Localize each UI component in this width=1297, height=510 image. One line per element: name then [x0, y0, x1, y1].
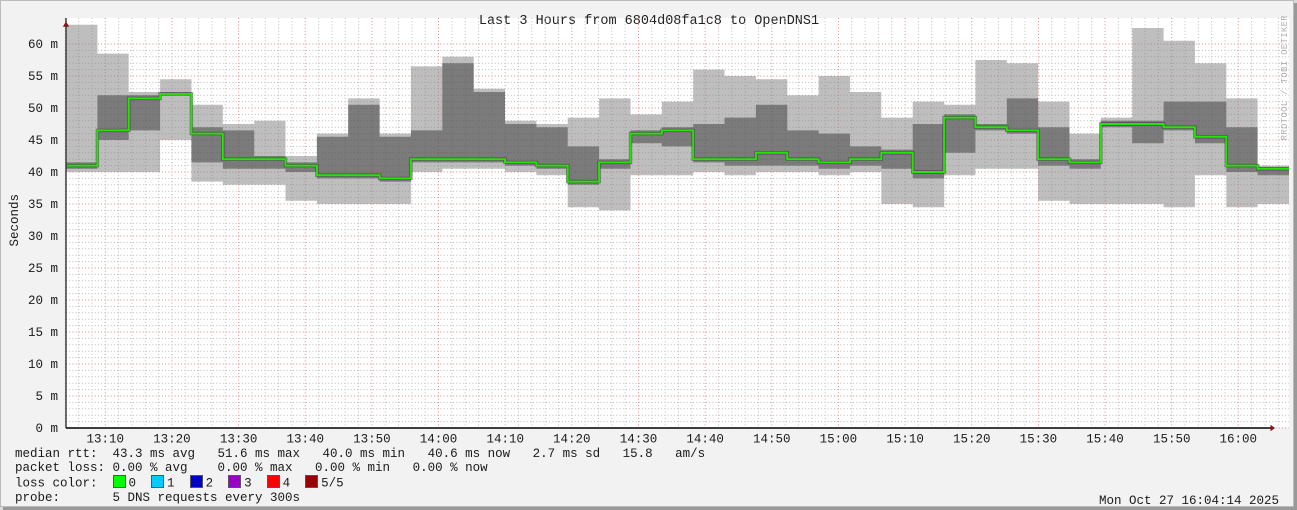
svg-text:20 m: 20 m: [28, 294, 58, 308]
svg-text:13:30: 13:30: [220, 433, 258, 447]
svg-text:25 m: 25 m: [28, 262, 58, 276]
svg-text:0 m: 0 m: [35, 422, 58, 436]
svg-text:45 m: 45 m: [28, 134, 58, 148]
svg-text:15:00: 15:00: [820, 433, 858, 447]
svg-text:60 m: 60 m: [28, 38, 58, 52]
svg-text:14:10: 14:10: [486, 433, 524, 447]
svg-text:10 m: 10 m: [28, 358, 58, 372]
svg-text:55 m: 55 m: [28, 70, 58, 84]
svg-text:13:10: 13:10: [87, 433, 125, 447]
svg-text:13:20: 13:20: [153, 433, 191, 447]
svg-text:13:50: 13:50: [353, 433, 391, 447]
svg-text:15:30: 15:30: [1020, 433, 1058, 447]
svg-text:14:50: 14:50: [753, 433, 791, 447]
svg-text:14:30: 14:30: [620, 433, 658, 447]
svg-text:15:50: 15:50: [1153, 433, 1191, 447]
svg-text:Last 3 Hours from 6804d08fa1c8: Last 3 Hours from 6804d08fa1c8 to OpenDN…: [479, 14, 819, 29]
svg-text:50 m: 50 m: [28, 102, 58, 116]
svg-text:40 m: 40 m: [28, 166, 58, 180]
svg-text:14:20: 14:20: [553, 433, 591, 447]
svg-text:15:10: 15:10: [886, 433, 924, 447]
svg-text:16:00: 16:00: [1220, 433, 1258, 447]
svg-text:15 m: 15 m: [28, 326, 58, 340]
svg-text:35 m: 35 m: [28, 198, 58, 212]
svg-text:14:40: 14:40: [686, 433, 724, 447]
svg-text:13:40: 13:40: [286, 433, 324, 447]
svg-text:30 m: 30 m: [28, 230, 58, 244]
svg-text:5 m: 5 m: [35, 390, 58, 404]
svg-text:14:00: 14:00: [420, 433, 458, 447]
svg-text:15:40: 15:40: [1086, 433, 1124, 447]
svg-text:15:20: 15:20: [953, 433, 991, 447]
